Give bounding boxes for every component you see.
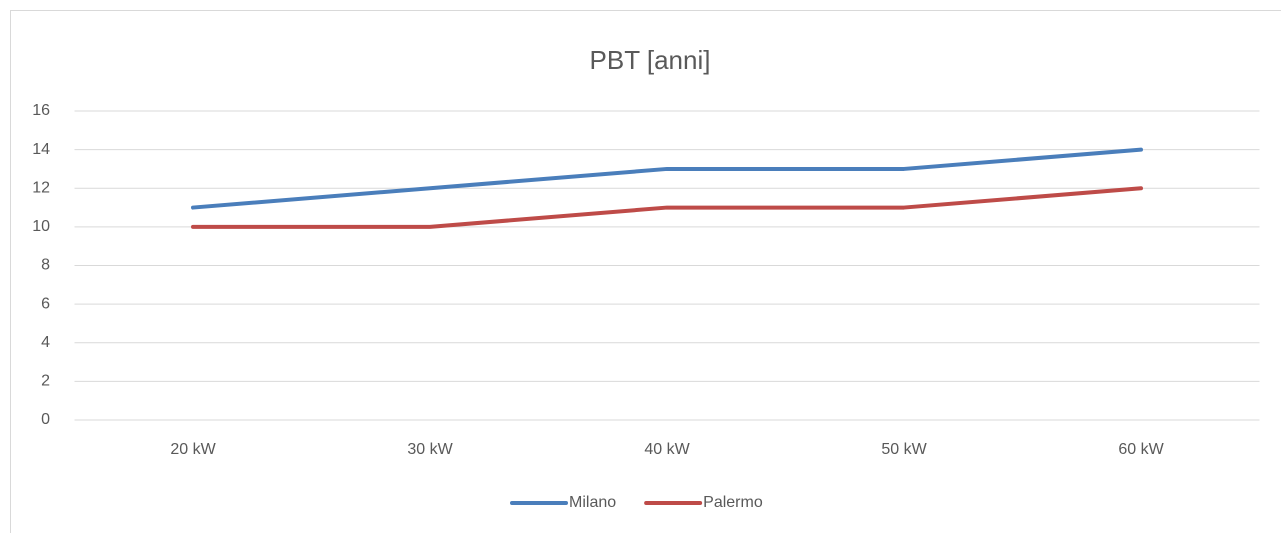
y-tick-label: 14 xyxy=(32,141,50,158)
chart-frame xyxy=(10,10,1281,533)
x-tick-label: 60 kW xyxy=(1118,441,1164,458)
x-tick-label: 30 kW xyxy=(407,441,453,458)
y-tick-label: 12 xyxy=(32,179,50,196)
y-tick-label: 0 xyxy=(41,411,50,428)
y-tick-label: 8 xyxy=(41,257,50,274)
x-tick-label: 50 kW xyxy=(881,441,927,458)
y-tick-label: 16 xyxy=(32,102,50,119)
x-tick-label: 40 kW xyxy=(644,441,690,458)
legend-label: Palermo xyxy=(703,494,763,511)
chart-title: PBT [anni] xyxy=(590,45,711,75)
legend-label: Milano xyxy=(569,494,616,511)
series-line xyxy=(191,147,1143,210)
x-tick-label: 20 kW xyxy=(170,441,216,458)
y-tick-label: 6 xyxy=(41,295,50,312)
y-tick-label: 2 xyxy=(41,373,50,390)
series-line xyxy=(191,186,1143,229)
y-tick-label: 4 xyxy=(41,334,50,351)
y-tick-label: 10 xyxy=(32,218,50,235)
